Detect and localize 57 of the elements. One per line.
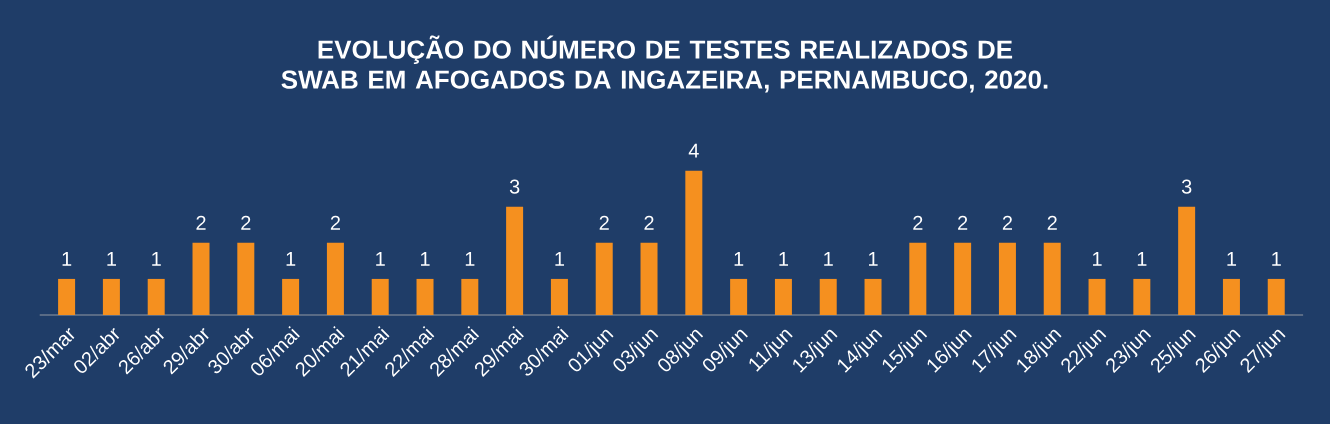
bar [147, 278, 165, 315]
bar [1222, 278, 1240, 315]
bar [595, 242, 613, 315]
data-label: 1 [555, 252, 565, 266]
bar [998, 242, 1016, 315]
chart-title: EVOLUÇÃO DO NÚMERO DE TESTES REALIZADOS DE SWAB EM AFOGADOS DA INGAZEIRA, PERNAMBUCO, 2020. [281, 35, 1048, 93]
bar [819, 278, 837, 315]
data-label: 3 [1181, 179, 1192, 194]
data-label: 1 [376, 252, 385, 266]
data-label: 1 [1093, 252, 1102, 266]
data-label: 2 [330, 215, 340, 230]
data-label: 1 [779, 252, 789, 266]
bar [1043, 242, 1061, 315]
data-label: 1 [734, 252, 744, 266]
bar [1267, 278, 1285, 315]
data-label: 1 [286, 252, 296, 266]
data-label: 1 [824, 252, 833, 266]
data-label: 1 [1137, 252, 1147, 266]
bar [192, 242, 210, 315]
data-label: 2 [913, 215, 923, 230]
data-label: 1 [62, 252, 72, 266]
data-label: 2 [1047, 215, 1057, 230]
data-label: 2 [644, 215, 654, 230]
data-label: 2 [1002, 215, 1012, 230]
data-label: 1 [465, 252, 475, 266]
data-label: 1 [1272, 252, 1281, 266]
bar [685, 170, 703, 315]
bar [282, 278, 300, 315]
data-label: 1 [420, 252, 430, 266]
bar [954, 242, 972, 315]
bar [1133, 278, 1151, 315]
bar [326, 242, 344, 315]
data-label: 2 [958, 215, 968, 230]
data-label: 1 [1227, 252, 1237, 266]
bar [58, 278, 76, 315]
data-label: 1 [107, 252, 117, 266]
bar [371, 278, 389, 315]
bar [1178, 206, 1196, 315]
data-label: 2 [241, 215, 251, 230]
bar [550, 278, 568, 315]
data-label: 4 [688, 143, 699, 158]
data-label: 2 [196, 215, 206, 230]
data-label: 1 [869, 252, 878, 266]
bar [774, 278, 792, 315]
bar [1088, 278, 1106, 315]
bar [416, 278, 434, 315]
bar [909, 242, 927, 315]
bar [864, 278, 882, 315]
data-label: 1 [152, 252, 161, 266]
bar [640, 242, 658, 315]
bar [461, 278, 479, 315]
bar [730, 278, 748, 315]
data-label: 2 [599, 215, 609, 230]
data-label: 3 [509, 179, 520, 194]
bar [102, 278, 120, 315]
bar [506, 206, 524, 315]
bar [237, 242, 255, 315]
